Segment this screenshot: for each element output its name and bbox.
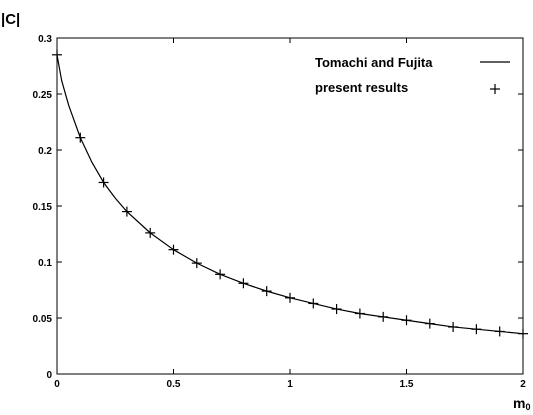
data-point-plus-14 — [378, 311, 389, 322]
data-point-plus-16 — [424, 318, 435, 329]
data-point-plus-0 — [52, 49, 62, 60]
data-point-plus-19 — [494, 326, 505, 337]
data-point-plus-9 — [261, 286, 272, 297]
y-axis-label: |C| — [1, 11, 20, 28]
data-point-plus-10 — [285, 292, 295, 303]
legend-swatch-plus-marker — [490, 84, 500, 94]
data-point-plus-11 — [308, 298, 319, 309]
x-tick-label-3: 1.5 — [400, 379, 414, 390]
y-tick-label-0: 0 — [46, 370, 52, 381]
data-point-plus-20 — [518, 328, 528, 339]
y-tick-label-6: 0.3 — [38, 34, 52, 45]
x-axis-label-subscript: 0 — [525, 402, 530, 412]
y-tick-label-4: 0.2 — [38, 146, 52, 157]
legend-label-line: Tomachi and Fujita — [315, 55, 433, 70]
series-layer — [52, 49, 528, 339]
data-point-plus-1 — [75, 132, 86, 143]
data-point-plus-15 — [401, 315, 412, 326]
tick-labels: 0 0.5 1 1.5 2 0 0.05 0.1 0.15 0.2 0.25 0.3 — [33, 34, 527, 390]
legend-label-markers: present results — [315, 80, 408, 95]
data-point-plus-4 — [145, 227, 156, 238]
data-point-plus-6 — [191, 258, 202, 269]
data-point-plus-12 — [331, 304, 342, 315]
ticks — [56, 37, 524, 375]
x-tick-label-0: 0 — [54, 379, 60, 390]
data-point-plus-17 — [448, 321, 459, 332]
y-tick-label-3: 0.15 — [33, 202, 53, 213]
series-line-tomachi-fujita — [56, 54, 524, 335]
data-point-plus-13 — [354, 308, 365, 319]
data-point-plus-3 — [121, 206, 132, 217]
x-tick-label-2: 1 — [287, 379, 293, 390]
data-point-plus-18 — [471, 324, 482, 335]
x-tick-label-4: 2 — [520, 379, 526, 390]
legend: Tomachi and Fujita present results — [315, 55, 510, 95]
data-point-plus-7 — [215, 269, 226, 280]
y-tick-label-2: 0.1 — [38, 258, 52, 269]
x-axis-label-main: m — [513, 395, 525, 411]
y-tick-label-1: 0.05 — [33, 314, 53, 325]
x-axis-label: m0 — [513, 395, 530, 412]
data-point-plus-2 — [98, 177, 109, 188]
data-point-plus-8 — [238, 278, 249, 289]
data-point-plus-5 — [168, 244, 179, 255]
x-tick-label-1: 0.5 — [167, 379, 181, 390]
y-tick-label-5: 0.25 — [33, 90, 53, 101]
